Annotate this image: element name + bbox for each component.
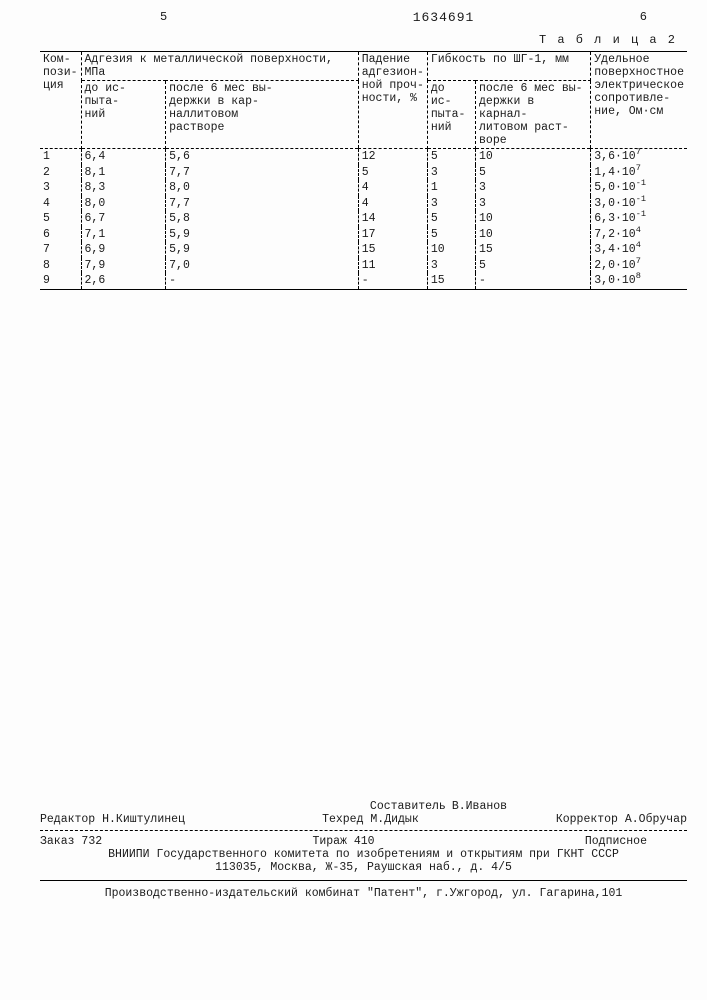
cell-f1: 5	[427, 227, 475, 243]
document-number: 1634691	[413, 10, 475, 25]
col-composition: Ком-пози-ция	[40, 52, 81, 149]
cell-f1: 5	[427, 211, 475, 227]
cell-n: 4	[40, 196, 81, 212]
cell-n: 5	[40, 211, 81, 227]
data-table: Ком-пози-ция Адгезия к металлической пов…	[40, 51, 687, 290]
page-header: 5 1634691 6	[160, 10, 647, 25]
footer-org: ВНИИПИ Государственного комитета по изоб…	[40, 848, 687, 861]
cell-n: 7	[40, 242, 81, 258]
footer-block: Составитель В.Иванов Редактор Н.Киштулин…	[40, 800, 687, 900]
cell-a2: 5,8	[166, 211, 359, 227]
cell-n: 8	[40, 258, 81, 274]
credit-editor: Редактор Н.Киштулинец	[40, 813, 185, 826]
cell-f2: 10	[476, 211, 591, 227]
cell-f2: 5	[476, 165, 591, 181]
cell-d: -	[358, 273, 427, 289]
cell-d: 14	[358, 211, 427, 227]
tirage: Тираж 410	[312, 835, 374, 848]
table-row: 56,75,8145106,3·10-1	[40, 211, 687, 227]
cell-a2: 5,9	[166, 227, 359, 243]
table-row: 28,17,75351,4·107	[40, 165, 687, 181]
cell-a1: 7,1	[81, 227, 166, 243]
cell-a1: 2,6	[81, 273, 166, 289]
cell-d: 15	[358, 242, 427, 258]
cell-f2: 3	[476, 196, 591, 212]
cell-a1: 8,3	[81, 180, 166, 196]
cell-f2: 10	[476, 149, 591, 165]
cell-a2: 5,6	[166, 149, 359, 165]
signed: Подписное	[585, 835, 647, 848]
cell-a2: 7,0	[166, 258, 359, 274]
col-adhesion-group: Адгезия к металлической поверхности, МПа	[81, 52, 358, 81]
col-flex-group: Гибкость по ШГ-1, мм	[427, 52, 590, 81]
cell-n: 3	[40, 180, 81, 196]
table-row: 76,95,91510153,4·104	[40, 242, 687, 258]
cell-d: 4	[358, 196, 427, 212]
table-header-row-1: Ком-пози-ция Адгезия к металлической пов…	[40, 52, 687, 81]
table-row: 48,07,74333,0·10-1	[40, 196, 687, 212]
cell-d: 5	[358, 165, 427, 181]
cell-n: 9	[40, 273, 81, 289]
cell-f1: 5	[427, 149, 475, 165]
table-row: 38,38,04135,0·10-1	[40, 180, 687, 196]
label-compiler: Составитель	[370, 800, 446, 813]
cell-a1: 6,7	[81, 211, 166, 227]
table-row: 67,15,9175107,2·104	[40, 227, 687, 243]
cell-n: 2	[40, 165, 81, 181]
cell-f2: 5	[476, 258, 591, 274]
cell-d: 12	[358, 149, 427, 165]
table-row: 87,97,011352,0·107	[40, 258, 687, 274]
footer-divider-2	[40, 880, 687, 881]
footer-address: 113035, Москва, Ж-35, Раушская наб., д. …	[40, 861, 687, 874]
cell-f1: 15	[427, 273, 475, 289]
cell-f1: 1	[427, 180, 475, 196]
cell-a2: 5,9	[166, 242, 359, 258]
cell-f1: 10	[427, 242, 475, 258]
cell-a1: 6,4	[81, 149, 166, 165]
footer-compiler: Составитель В.Иванов	[190, 800, 687, 813]
cell-a2: 7,7	[166, 196, 359, 212]
credit-corrector: Корректор А.Обручар	[556, 813, 687, 826]
cell-f2: 15	[476, 242, 591, 258]
footer-divider-1	[40, 830, 687, 831]
table-caption: Т а б л и ц а 2	[40, 33, 677, 47]
table-row: 92,6--15-3,0·108	[40, 273, 687, 289]
col-flex-before: до ис-пыта-ний	[427, 81, 475, 149]
cell-f1: 3	[427, 196, 475, 212]
col-adhesion-after: после 6 мес вы-держки в кар-наллитовомра…	[166, 81, 359, 149]
cell-d: 17	[358, 227, 427, 243]
table-row: 16,45,6125103,6·107	[40, 149, 687, 165]
cell-n: 6	[40, 227, 81, 243]
cell-d: 4	[358, 180, 427, 196]
cell-a1: 7,9	[81, 258, 166, 274]
page-left-num: 5	[160, 10, 167, 25]
cell-f2: 10	[476, 227, 591, 243]
cell-a2: 8,0	[166, 180, 359, 196]
cell-a2: 7,7	[166, 165, 359, 181]
cell-a1: 8,1	[81, 165, 166, 181]
page: 5 1634691 6 Т а б л и ц а 2 Ком-пози-ция…	[0, 0, 707, 1000]
cell-a1: 8,0	[81, 196, 166, 212]
cell-f1: 3	[427, 165, 475, 181]
cell-f2: -	[476, 273, 591, 289]
col-flex-after: после 6 мес вы-держки в карнал-литовом р…	[476, 81, 591, 149]
page-right-num: 6	[640, 10, 647, 25]
cell-r: 3,0·108	[591, 273, 687, 289]
cell-a1: 6,9	[81, 242, 166, 258]
cell-f2: 3	[476, 180, 591, 196]
footer-plant: Производственно-издательский комбинат "П…	[40, 887, 687, 900]
footer-credits: Редактор Н.Киштулинец Техред М.Дидык Кор…	[40, 813, 687, 826]
col-resistance: Удельноеповерхностноеэлектрическоесопрот…	[591, 52, 687, 149]
table-body: 16,45,6125103,6·10728,17,75351,4·10738,3…	[40, 149, 687, 290]
credit-tech: Техред М.Дидык	[322, 813, 419, 826]
value-compiler: В.Иванов	[452, 800, 507, 813]
cell-n: 1	[40, 149, 81, 165]
footer-order-line: Заказ 732 Тираж 410 Подписное	[40, 835, 687, 848]
order: Заказ 732	[40, 835, 102, 848]
cell-f1: 3	[427, 258, 475, 274]
col-drop: Падениеадгезион-ной проч-ности, %	[358, 52, 427, 149]
cell-a2: -	[166, 273, 359, 289]
col-adhesion-before: до ис-пыта-ний	[81, 81, 166, 149]
cell-d: 11	[358, 258, 427, 274]
